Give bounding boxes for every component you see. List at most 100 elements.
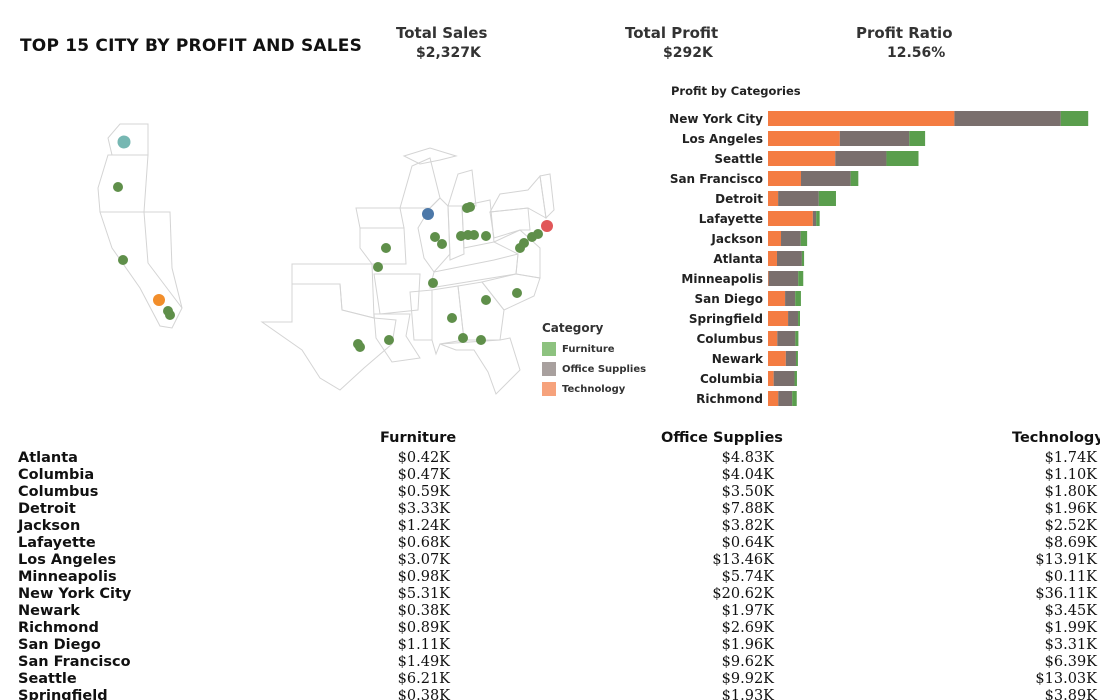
table-row[interactable]: Atlanta $0.42K $4.83K $1.74K — [0, 450, 1100, 467]
table-header-furniture[interactable]: Furniture — [380, 430, 457, 446]
map-point-detroit-2[interactable] — [465, 202, 475, 212]
bar-segment-office-supplies[interactable] — [768, 271, 799, 286]
map-point-houston-2[interactable] — [355, 342, 365, 352]
bar-segment-technology[interactable] — [768, 391, 779, 406]
table-row[interactable]: Richmond $0.89K $2.69K $1.99K — [0, 620, 1100, 637]
bar-segment-office-supplies[interactable] — [778, 191, 819, 206]
map-point-portland[interactable] — [113, 182, 123, 192]
table-row[interactable]: Jackson $1.24K $3.82K $2.52K — [0, 518, 1100, 535]
map-point-newark[interactable] — [533, 229, 543, 239]
table-row[interactable]: Lafayette $0.68K $0.64K $8.69K — [0, 535, 1100, 552]
map-point-lafayette[interactable] — [430, 232, 440, 242]
map-point-virginia[interactable] — [519, 238, 529, 248]
table-row[interactable]: Newark $0.38K $1.97K $3.45K — [0, 603, 1100, 620]
table-cell-furniture: $0.38K — [397, 603, 450, 619]
bar-segment-office-supplies[interactable] — [785, 351, 796, 366]
bar-segment-technology[interactable] — [768, 331, 778, 346]
map-point-florida-north[interactable] — [458, 333, 468, 343]
bar-segment-office-supplies[interactable] — [954, 111, 1061, 126]
bar-segment-technology[interactable] — [768, 351, 786, 366]
bar-segment-office-supplies[interactable] — [812, 211, 817, 226]
map-point-minneapolis[interactable] — [381, 243, 391, 253]
table-row[interactable]: Seattle $6.21K $9.92K $13.03K — [0, 671, 1100, 688]
bar-segment-furniture[interactable] — [800, 231, 808, 246]
map-point-seattle[interactable] — [117, 135, 131, 149]
map-point-los-angeles[interactable] — [153, 294, 165, 306]
bar-segment-office-supplies[interactable] — [773, 371, 795, 386]
map-point-jacksonville[interactable] — [476, 335, 486, 345]
table-row[interactable]: Los Angeles $3.07K $13.46K $13.91K — [0, 552, 1100, 569]
bar-segment-technology[interactable] — [768, 251, 777, 266]
bar-segment-office-supplies[interactable] — [788, 311, 799, 326]
bar-segment-furniture[interactable] — [795, 291, 801, 306]
state-oregon — [97, 154, 149, 213]
map-point-san-diego-2[interactable] — [165, 310, 175, 320]
bar-segment-furniture[interactable] — [795, 351, 798, 366]
bar-segment-technology[interactable] — [768, 271, 769, 286]
map-point-montgomery[interactable] — [447, 313, 457, 323]
map-point-atlanta[interactable] — [481, 295, 491, 305]
bar-segment-technology[interactable] — [768, 171, 801, 186]
bar-segment-office-supplies[interactable] — [776, 251, 802, 266]
bar-segment-office-supplies[interactable] — [777, 331, 796, 346]
bar-segment-technology[interactable] — [768, 371, 774, 386]
table-header-technology[interactable]: Technology — [1012, 430, 1100, 446]
bar-segment-furniture[interactable] — [794, 371, 797, 386]
table-row[interactable]: New York City $5.31K $20.62K $36.11K — [0, 586, 1100, 603]
legend-item-furniture[interactable]: Furniture — [542, 339, 646, 359]
map-point-louisiana[interactable] — [384, 335, 394, 345]
table-cell-technology: $1.96K — [1044, 501, 1097, 517]
table-header-office-supplies[interactable]: Office Supplies — [661, 430, 783, 446]
bar-segment-furniture[interactable] — [792, 391, 797, 406]
city-points[interactable] — [113, 135, 553, 353]
bar-segment-furniture[interactable] — [795, 331, 799, 346]
table-row[interactable]: Columbus $0.59K $3.50K $1.80K — [0, 484, 1100, 501]
bar-segment-technology[interactable] — [768, 131, 840, 146]
bar-segment-office-supplies[interactable] — [839, 131, 910, 146]
bar-segment-office-supplies[interactable] — [800, 171, 851, 186]
table-row[interactable]: Columbia $0.47K $4.04K $1.10K — [0, 467, 1100, 484]
map-point-ohio[interactable] — [469, 230, 479, 240]
table-cell-city: San Francisco — [18, 654, 131, 670]
map-point-san-francisco[interactable] — [118, 255, 128, 265]
map-point-columbia[interactable] — [512, 288, 522, 298]
map-point-jackson[interactable] — [428, 278, 438, 288]
bar-segment-furniture[interactable] — [816, 211, 820, 226]
table-row[interactable]: Detroit $3.33K $7.88K $1.96K — [0, 501, 1100, 518]
bar-segment-technology[interactable] — [768, 151, 836, 166]
table-row[interactable]: San Diego $1.11K $1.96K $3.31K — [0, 637, 1100, 654]
bar-segment-furniture[interactable] — [850, 171, 859, 186]
city-map[interactable] — [0, 78, 640, 398]
bar-segment-technology[interactable] — [768, 291, 786, 306]
bar-segment-technology[interactable] — [768, 191, 779, 206]
legend-item-office-supplies[interactable]: Office Supplies — [542, 359, 646, 379]
table-row[interactable]: San Francisco $1.49K $9.62K $6.39K — [0, 654, 1100, 671]
bar-segment-furniture[interactable] — [886, 151, 919, 166]
bar-segment-technology[interactable] — [768, 211, 813, 226]
bar-segment-office-supplies[interactable] — [785, 291, 796, 306]
bar-category-label: Atlanta — [713, 252, 763, 266]
map-point-new-york-city[interactable] — [541, 220, 553, 232]
bar-segment-furniture[interactable] — [818, 191, 836, 206]
bar-segment-furniture[interactable] — [798, 311, 800, 326]
map-point-chicago[interactable] — [422, 208, 434, 220]
table-cell-technology: $1.99K — [1044, 620, 1097, 636]
bar-segment-office-supplies[interactable] — [781, 231, 801, 246]
bar-segment-technology[interactable] — [768, 311, 789, 326]
map-point-oklahoma[interactable] — [373, 262, 383, 272]
bar-segment-furniture[interactable] — [798, 271, 804, 286]
map-point-springfield[interactable] — [437, 239, 447, 249]
bar-segment-office-supplies[interactable] — [835, 151, 887, 166]
bar-segment-technology[interactable] — [768, 231, 782, 246]
bar-segment-furniture[interactable] — [801, 251, 805, 266]
bar-segment-office-supplies[interactable] — [778, 391, 793, 406]
table-row[interactable]: Springfield $0.38K $1.93K $3.89K — [0, 688, 1100, 700]
profit-by-category-chart[interactable]: New York City Los Angeles Seattle San Franc… — [650, 105, 1090, 410]
bar-segment-technology[interactable] — [768, 111, 955, 126]
table-row[interactable]: Minneapolis $0.98K $5.74K $0.11K — [0, 569, 1100, 586]
legend-item-technology[interactable]: Technology — [542, 379, 646, 399]
bar-segment-furniture[interactable] — [1060, 111, 1089, 126]
bar-segment-furniture[interactable] — [909, 131, 926, 146]
bar-category-label: San Francisco — [670, 172, 763, 186]
map-point-pittsburgh[interactable] — [481, 231, 491, 241]
